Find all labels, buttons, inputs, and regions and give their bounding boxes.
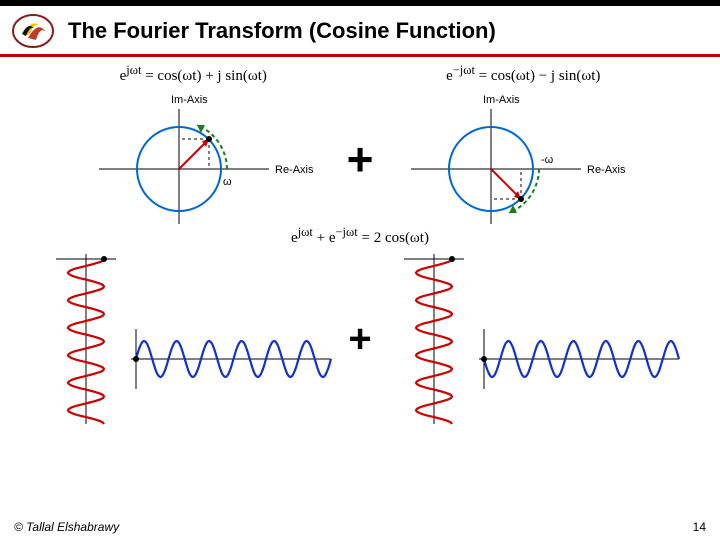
- omega-label-pos: ω: [223, 176, 232, 188]
- page-number: 14: [693, 520, 706, 534]
- equation-left: ejωt = cos(ωt) + j sin(ωt): [120, 63, 267, 85]
- equation-row-top: ejωt = cos(ωt) + j sin(ωt) e−jωt = cos(ω…: [0, 57, 720, 87]
- phasor-right: Im-Axis -ω Re-Axis: [391, 89, 641, 229]
- wave-pair-left: [36, 249, 336, 429]
- wave-pair-right: [384, 249, 684, 429]
- plus-top: +: [339, 136, 382, 182]
- wave-row: +: [0, 249, 720, 429]
- omega-label-neg: -ω: [541, 154, 554, 166]
- copyright: © Tallal Elshabrawy: [14, 520, 119, 534]
- re-axis-label-left: Re-Axis: [275, 164, 314, 176]
- footer: © Tallal Elshabrawy 14: [0, 520, 720, 534]
- re-axis-label-right: Re-Axis: [587, 164, 626, 176]
- phasor-row: Im-Axis ω Re-Axis + Im-Axis -ω Re-Axis: [0, 87, 720, 229]
- im-axis-label-r: Im-Axis: [483, 94, 520, 106]
- plus-bottom: +: [340, 319, 379, 359]
- header: The Fourier Transform (Cosine Function): [0, 6, 720, 57]
- phasor-left: Im-Axis ω Re-Axis: [79, 89, 329, 229]
- equation-right: e−jωt = cos(ωt) − j sin(ωt): [446, 63, 600, 85]
- im-axis-label: Im-Axis: [171, 94, 208, 106]
- page-title: The Fourier Transform (Cosine Function): [68, 18, 496, 44]
- logo: [10, 12, 56, 50]
